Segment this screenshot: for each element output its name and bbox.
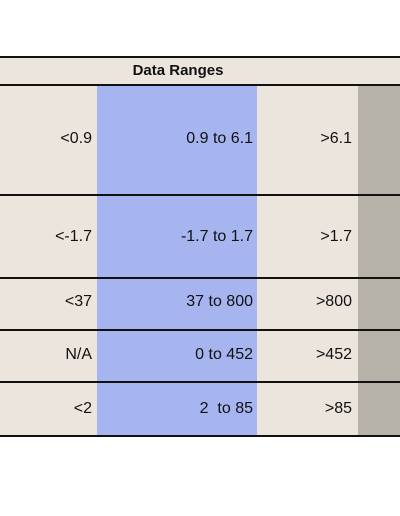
row-4-mid: 0 to 452 bbox=[195, 346, 253, 363]
mid-range-column bbox=[97, 84, 257, 437]
row-5-low: <2 bbox=[73, 400, 92, 417]
row-divider bbox=[0, 194, 400, 196]
row-divider bbox=[0, 277, 400, 279]
data-ranges-table bbox=[0, 56, 400, 437]
table-bottom-border bbox=[0, 435, 400, 437]
row-5-mid: 2 to 85 bbox=[199, 400, 253, 417]
row-2-high: >1.7 bbox=[320, 228, 352, 245]
row-4-low: N/A bbox=[65, 346, 92, 363]
row-3-mid: 37 to 800 bbox=[186, 293, 253, 310]
row-divider bbox=[0, 329, 400, 331]
table-title: Data Ranges bbox=[132, 62, 224, 79]
row-3-high: >800 bbox=[315, 293, 352, 310]
row-2-mid: -1.7 to 1.7 bbox=[180, 228, 253, 245]
header-bottom-border bbox=[0, 84, 400, 86]
row-1-high: >6.1 bbox=[320, 130, 352, 147]
row-3-low: <37 bbox=[64, 293, 92, 310]
row-4-high: >452 bbox=[315, 346, 352, 363]
row-1-mid: 0.9 to 6.1 bbox=[186, 130, 253, 147]
row-divider bbox=[0, 381, 400, 383]
row-5-high: >85 bbox=[324, 400, 352, 417]
extra-column bbox=[358, 84, 400, 437]
table-top-border bbox=[0, 56, 400, 58]
row-2-low: <-1.7 bbox=[55, 228, 92, 245]
row-1-low: <0.9 bbox=[60, 130, 92, 147]
